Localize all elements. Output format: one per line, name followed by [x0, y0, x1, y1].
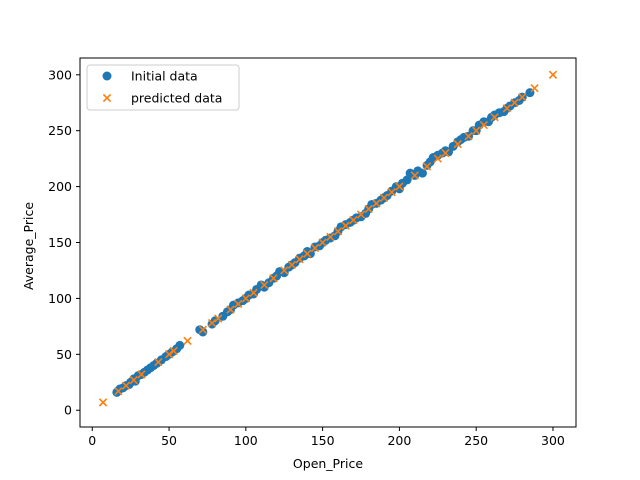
data-point — [129, 375, 138, 385]
data-point — [472, 126, 481, 135]
data-point — [303, 249, 312, 258]
data-point — [198, 325, 208, 334]
data-point — [410, 171, 419, 180]
data-point — [364, 204, 373, 214]
legend-label: Initial data — [131, 69, 198, 84]
data-point — [169, 346, 178, 356]
data-point — [417, 168, 427, 178]
legend-marker — [102, 93, 112, 103]
data-point — [234, 299, 243, 309]
data-point — [433, 154, 442, 163]
data-point — [226, 305, 235, 314]
legend-marker — [102, 71, 112, 81]
data-point — [464, 132, 473, 141]
y-tick-label: 300 — [48, 67, 72, 82]
data-point — [349, 215, 358, 225]
data-point — [387, 188, 396, 197]
data-point — [490, 113, 499, 122]
data-point — [356, 210, 366, 219]
axes: 0 50 100 150 200 250 300 0 50 100 150 200 250 300 — [48, 57, 577, 448]
legend-box — [86, 64, 240, 111]
y-tick-label: 0 — [64, 403, 72, 418]
data-point — [441, 148, 450, 158]
data-point — [207, 318, 217, 328]
x-tick-label: 0 — [88, 433, 96, 448]
data-point — [422, 162, 432, 171]
data-point — [518, 92, 527, 102]
data-point — [98, 398, 108, 407]
data-point — [280, 266, 289, 275]
data-point — [548, 70, 558, 79]
y-tick-label: 250 — [48, 123, 72, 138]
data-point — [318, 238, 327, 247]
data-point — [379, 193, 389, 202]
plot-area — [98, 70, 558, 407]
data-point — [510, 98, 519, 107]
data-point — [164, 350, 174, 359]
data-point — [310, 243, 320, 253]
data-point — [114, 387, 123, 396]
legend-label: predicted data — [131, 91, 222, 106]
y-tick-label: 200 — [48, 179, 72, 194]
series-2 — [98, 70, 558, 407]
data-point — [479, 120, 489, 130]
data-point — [372, 199, 381, 208]
data-point — [137, 370, 146, 379]
data-point — [341, 221, 350, 230]
x-tick-label: 300 — [541, 433, 565, 448]
data-point — [249, 288, 258, 297]
y-tick-label: 100 — [48, 291, 72, 306]
x-tick-label: 100 — [234, 433, 258, 448]
x-axis-label: Open_Price — [293, 456, 363, 471]
data-point — [183, 336, 192, 346]
data-point — [154, 357, 163, 367]
data-point — [241, 294, 251, 303]
y-tick-label: 150 — [48, 235, 72, 250]
data-point — [260, 280, 269, 290]
x-tick-label: 250 — [464, 433, 488, 448]
data-point — [295, 255, 304, 264]
data-point — [502, 104, 512, 113]
data-point — [175, 340, 185, 350]
y-tick-label: 50 — [56, 347, 72, 362]
data-point — [121, 381, 131, 390]
data-point — [402, 175, 412, 185]
data-point — [333, 227, 343, 236]
data-point — [198, 327, 208, 337]
x-tick-label: 150 — [311, 433, 335, 448]
x-tick-label: 50 — [161, 433, 177, 448]
legend-entry: predicted data — [102, 91, 222, 106]
data-point — [214, 314, 223, 323]
y-axis-label: Average_Price — [21, 202, 36, 290]
legend-entry: Initial data — [102, 69, 198, 84]
data-point — [326, 232, 335, 242]
data-point — [269, 274, 278, 283]
legend: Initial data predicted data — [86, 64, 240, 111]
data-point — [287, 260, 297, 270]
data-point — [395, 182, 404, 191]
data-point — [453, 139, 462, 149]
data-point — [530, 84, 539, 93]
x-tick-label: 200 — [387, 433, 411, 448]
